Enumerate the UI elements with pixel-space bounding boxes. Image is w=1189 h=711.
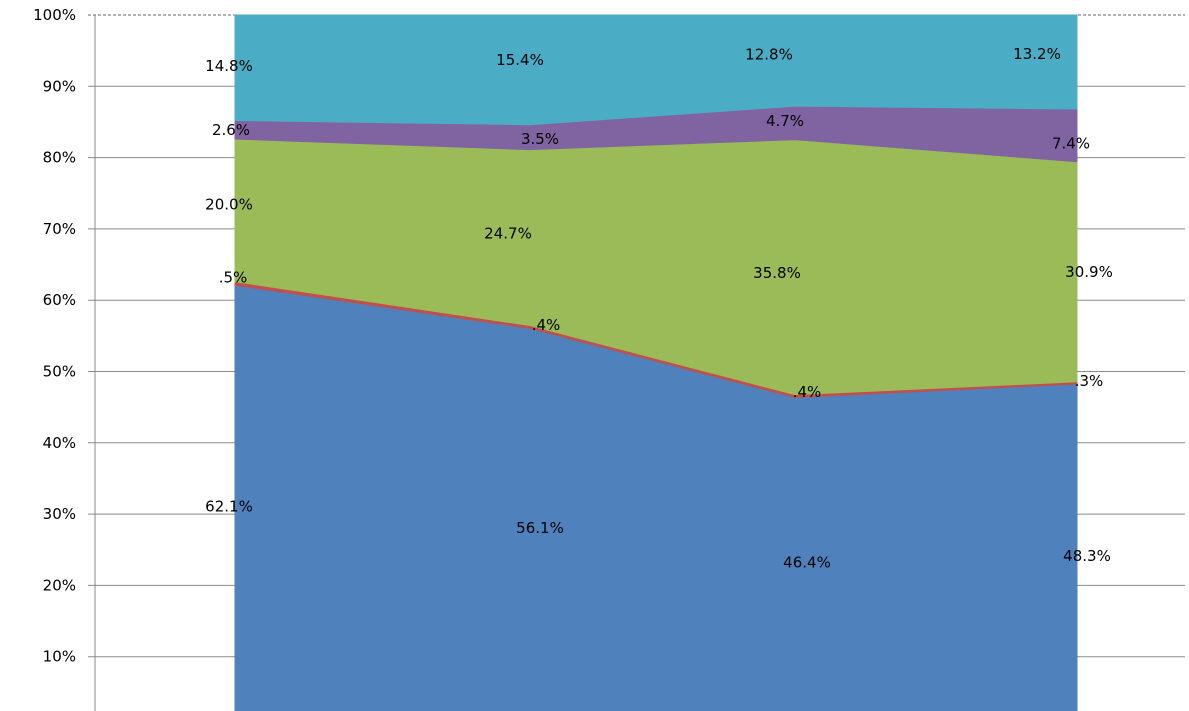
data-label: 3.5% [521,130,559,148]
y-tick-label: 80% [43,149,76,167]
y-tick-label: 50% [43,363,76,381]
data-label: 2.6% [212,121,250,139]
data-label: .3% [1075,372,1104,390]
data-label: 46.4% [783,554,831,572]
data-label: 13.2% [1013,45,1061,63]
y-tick-label: 70% [43,220,76,238]
data-label: .4% [793,383,822,401]
y-tick-label: 60% [43,291,76,309]
y-axis-tick-labels: 10% 20% 30% 40% 50% 60% 70% 80% 90% 100% [33,6,76,666]
data-label: 7.4% [1052,134,1090,152]
y-tick-label: 90% [43,77,76,95]
data-label: 20.0% [205,195,253,213]
data-label: 35.8% [753,264,801,282]
data-label: 56.1% [516,519,564,537]
y-tick-label: 100% [33,6,76,24]
area-series-5 [234,14,1078,126]
y-tick-label: 30% [43,505,76,523]
data-label: 12.8% [745,46,793,64]
data-label: 4.7% [766,112,804,130]
y-tick-label: 10% [43,648,76,666]
data-label: 14.8% [205,57,253,75]
data-label: .4% [532,316,561,334]
y-tick-label: 40% [43,434,76,452]
data-label: 62.1% [205,498,253,516]
data-label: .5% [219,268,248,286]
data-label: 24.7% [484,225,532,243]
area-series [234,14,1078,711]
data-label: 30.9% [1065,263,1113,281]
y-tick-label: 20% [43,576,76,594]
data-labels: 62.1% 56.1% 46.4% 48.3% .5% .4% .4% .3% 20.0% 24.… [205,45,1113,572]
data-label: 15.4% [496,51,544,69]
data-label: 48.3% [1063,547,1111,565]
